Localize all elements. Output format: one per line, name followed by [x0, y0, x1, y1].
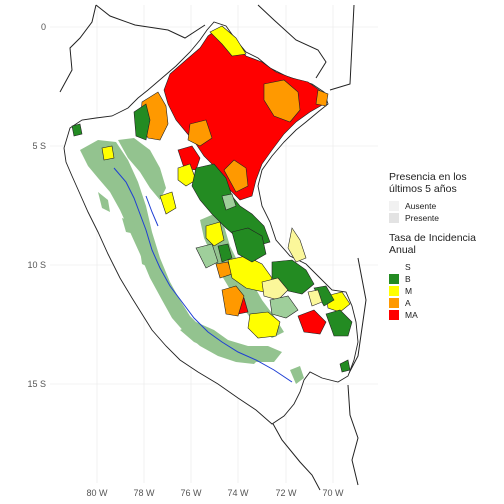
y-axis-ticks: 0 5 S 10 S 15 S — [27, 22, 46, 389]
legend-key-presente — [389, 212, 399, 223]
legend-incidence-title-line-1: Tasa de Incidencia — [389, 232, 476, 244]
legend-key-m — [389, 285, 399, 296]
river-branch — [145, 195, 159, 227]
legend-key-b — [389, 273, 399, 284]
district-medium-5 — [247, 311, 281, 339]
legend-item-b: B — [389, 273, 501, 284]
district-low-1 — [133, 103, 151, 141]
district-high-6 — [315, 89, 329, 107]
legend-item-m: M — [389, 285, 501, 296]
presence-north-highlands — [118, 138, 166, 200]
legend-key-s — [389, 261, 399, 272]
district-low-9 — [339, 359, 351, 373]
legend-item-ausente: Ausente — [389, 200, 501, 211]
y-tick-10s: 10 S — [27, 260, 46, 270]
district-very-high-2 — [177, 145, 201, 171]
district-light-yellow-2 — [287, 227, 307, 263]
district-light-green-1 — [195, 243, 219, 269]
border-brazil-bolivia — [347, 257, 367, 376]
border-chile-coast — [271, 421, 321, 491]
district-low-8 — [71, 123, 83, 137]
district-high-3 — [187, 119, 213, 147]
legend-label-b: B — [405, 273, 411, 284]
rivers — [113, 167, 293, 383]
district-very-high-3 — [297, 309, 327, 335]
district-medium-north — [209, 25, 247, 57]
presence-andes-west — [80, 140, 262, 364]
legend-item-presente: Presente — [389, 212, 501, 223]
district-medium-3 — [205, 221, 225, 247]
legend-label-s: S — [405, 261, 411, 272]
legend-presence-title-line-2: últimos 5 años — [389, 183, 457, 195]
legend-label-ausente: Ausente — [405, 200, 437, 211]
district-medium-7 — [159, 191, 177, 215]
incidence-districts — [71, 25, 353, 373]
district-light-yellow-3 — [307, 289, 323, 307]
legend-key-a — [389, 297, 399, 308]
river-west — [113, 167, 293, 383]
border-ecuador-colombia — [95, 4, 206, 39]
presence-coast-patch-2 — [122, 218, 136, 234]
legend-item-a: A — [389, 297, 501, 308]
district-high-2 — [263, 79, 301, 123]
district-low-7 — [217, 243, 233, 263]
legend-presence-title-line-1: Presencia en los — [389, 171, 467, 183]
x-axis-ticks: 80 W 78 W 76 W 74 W 72 W 70 W — [86, 488, 344, 498]
district-low-6 — [325, 309, 353, 337]
district-medium-8 — [101, 145, 115, 161]
legend-label-a: A — [405, 297, 411, 308]
legend-item-s: S — [389, 261, 501, 272]
presence-coast-patch-1 — [98, 192, 110, 212]
district-medium-2 — [177, 163, 197, 187]
district-light-green-3 — [221, 193, 237, 211]
legend-key-ma — [389, 309, 399, 320]
district-light-yellow-1 — [261, 277, 289, 301]
presence-south — [180, 322, 282, 362]
border-colombia-brazil — [257, 4, 327, 79]
legend-incidence-title: Tasa de Incidencia Anual — [389, 232, 501, 256]
legend-key-ausente — [389, 200, 399, 211]
legend-item-ma: MA — [389, 309, 501, 320]
presence-southeast-patch — [290, 366, 304, 384]
district-low-3 — [231, 227, 267, 263]
y-tick-15s: 15 S — [27, 379, 46, 389]
legend-presence-title: Presencia en los últimos 5 años — [389, 171, 501, 195]
x-tick-78w: 78 W — [133, 488, 155, 498]
district-light-green-2 — [269, 295, 299, 319]
presence-coast-patch-3 — [140, 250, 150, 268]
x-tick-74w: 74 W — [227, 488, 249, 498]
x-tick-80w: 80 W — [86, 488, 108, 498]
y-tick-0: 0 — [41, 22, 46, 32]
legend-label-ma: MA — [405, 309, 418, 320]
neighbor-borders — [59, 4, 367, 491]
legend: Presencia en los últimos 5 años Ausente … — [389, 171, 501, 320]
legend-label-m: M — [405, 285, 413, 296]
border-ecuador-west — [59, 4, 97, 93]
district-high-4 — [223, 159, 249, 193]
district-high-5 — [221, 285, 245, 317]
x-tick-70w: 70 W — [322, 488, 344, 498]
x-tick-72w: 72 W — [275, 488, 297, 498]
legend-incidence-title-line-2: Anual — [389, 244, 416, 256]
border-bolivia-chile — [347, 384, 359, 486]
border-brazil-north — [329, 4, 355, 91]
y-tick-5s: 5 S — [32, 141, 46, 151]
legend-label-presente: Presente — [405, 212, 440, 223]
x-tick-76w: 76 W — [180, 488, 202, 498]
